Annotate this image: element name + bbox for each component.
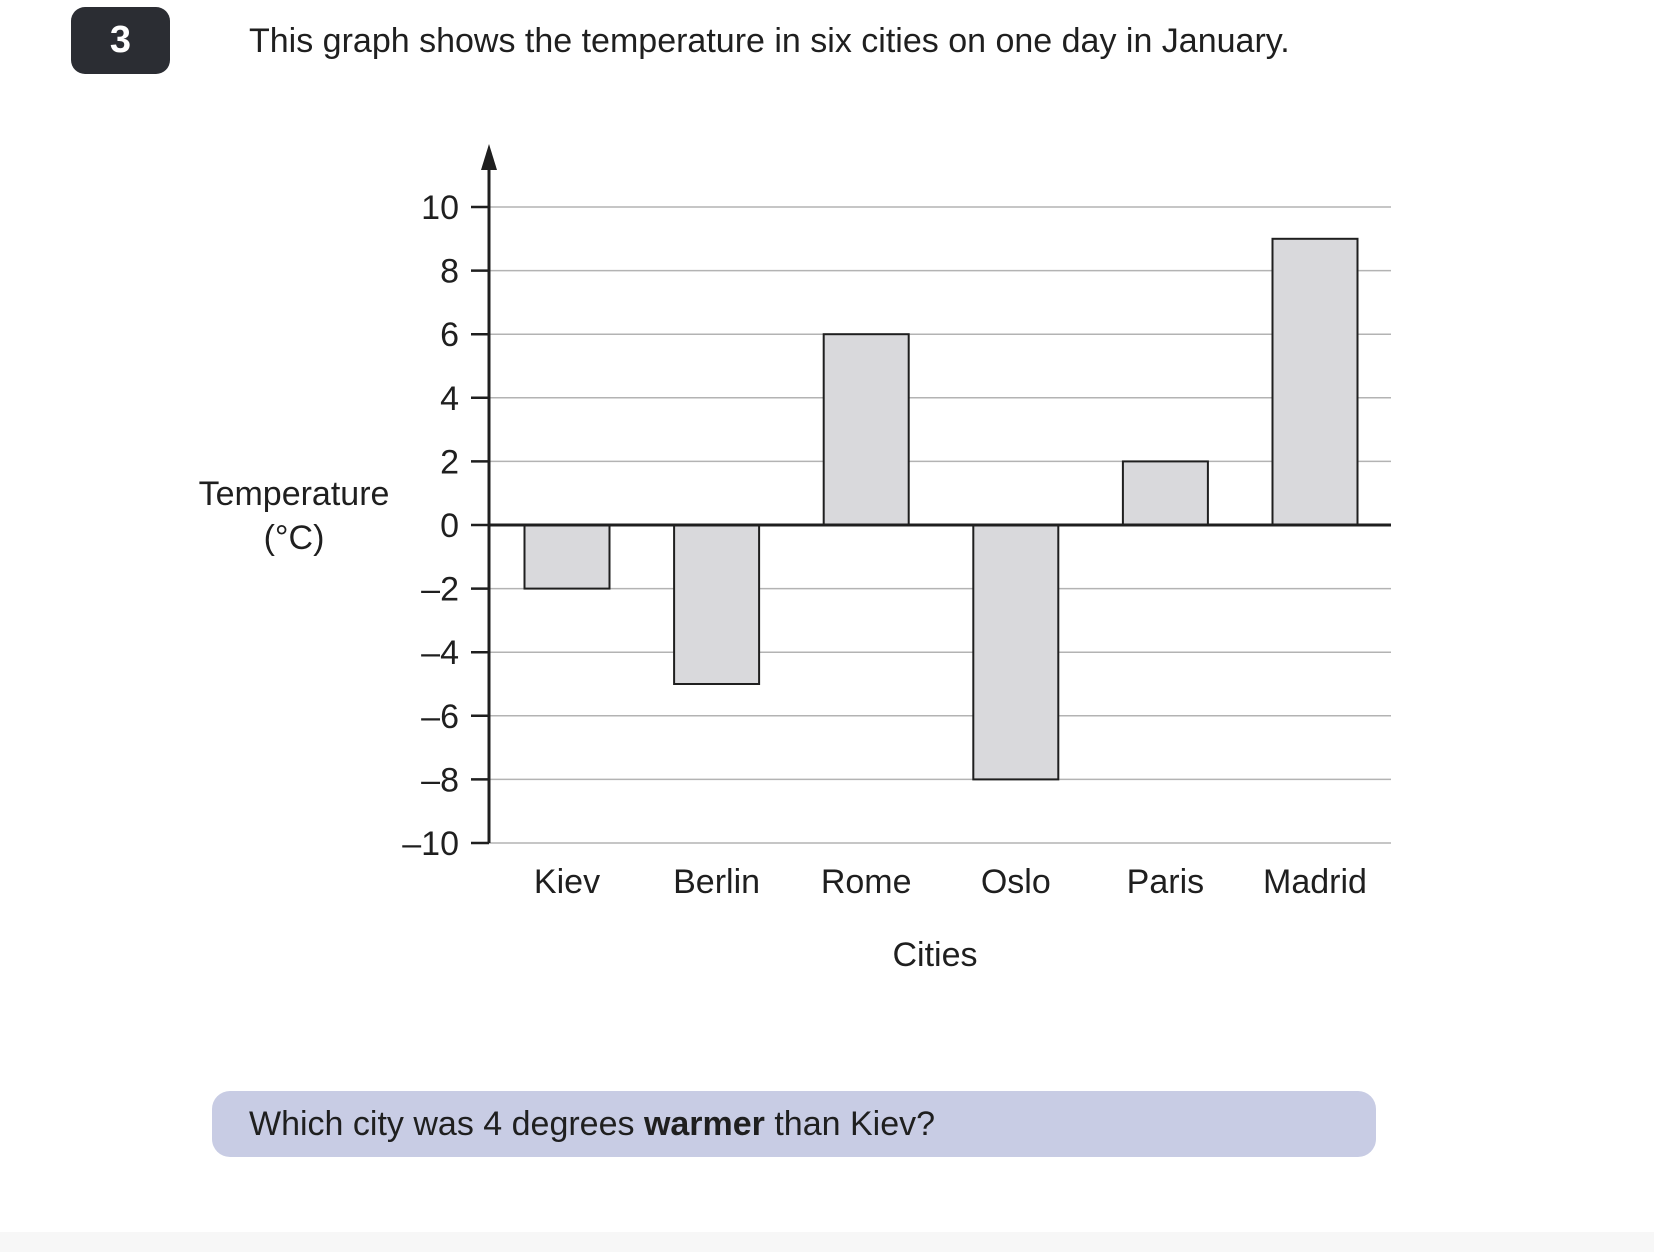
y-tick-label: 4 xyxy=(440,380,459,418)
y-axis-label: Temperature (°C) xyxy=(199,475,390,557)
bar-madrid xyxy=(1271,237,1359,527)
y-tick-label: 2 xyxy=(440,443,459,481)
bar-paris xyxy=(1121,460,1209,526)
y-tick-label: 0 xyxy=(440,507,459,545)
y-tick-label: –4 xyxy=(421,634,459,672)
bar-berlin xyxy=(673,524,761,685)
question-prompt-end: than Kiev? xyxy=(764,1105,936,1143)
bar-kiev xyxy=(523,524,611,590)
question-prompt-start: Which city was 4 degrees xyxy=(249,1105,644,1143)
y-tick-label: 8 xyxy=(440,253,459,291)
x-tick-labels: Kiev Berlin Rome Oslo Paris Madrid xyxy=(534,863,1367,901)
x-tick-label: Madrid xyxy=(1263,863,1367,901)
x-tick-label: Oslo xyxy=(981,863,1051,901)
gridlines xyxy=(489,206,1391,844)
y-tick-label: 10 xyxy=(421,189,459,227)
question-number: 3 xyxy=(109,19,132,61)
x-tick-label: Berlin xyxy=(673,863,760,901)
question-prompt: Which city was 4 degrees warmer than Kie… xyxy=(249,1101,935,1147)
page-bottom-strip xyxy=(0,1232,1654,1252)
y-tick-label: –6 xyxy=(421,698,459,736)
x-axis-label: Cities xyxy=(892,936,977,974)
question-prompt-box: Which city was 4 degrees warmer than Kie… xyxy=(212,1091,1376,1157)
question-prompt-emphasis: warmer xyxy=(643,1105,765,1143)
bar-rome xyxy=(822,333,910,527)
bar-oslo xyxy=(972,524,1060,781)
y-tick-label: –10 xyxy=(402,825,459,863)
y-tick-label: 6 xyxy=(440,316,459,354)
temperature-bar-chart: 10 8 6 4 2 0 –2 –4 –6 –8 –10 Kiev Berlin Rome Oslo Par… xyxy=(199,144,1391,974)
axis-labels: Cities Temperature (°C) xyxy=(199,475,978,974)
y-tick-label: –8 xyxy=(421,761,459,799)
y-tick-labels: 10 8 6 4 2 0 –2 –4 –6 –8 –10 xyxy=(402,189,459,863)
question-number-badge: 3 xyxy=(71,7,170,74)
x-tick-label: Kiev xyxy=(534,863,600,901)
x-tick-label: Paris xyxy=(1127,863,1204,901)
bars xyxy=(523,237,1359,781)
axes xyxy=(471,144,1391,845)
question-intro-text: This graph shows the temperature in six … xyxy=(249,22,1290,60)
y-axis-arrow-icon xyxy=(481,144,497,170)
y-tick-label: –2 xyxy=(421,571,459,609)
x-tick-label: Rome xyxy=(821,863,912,901)
